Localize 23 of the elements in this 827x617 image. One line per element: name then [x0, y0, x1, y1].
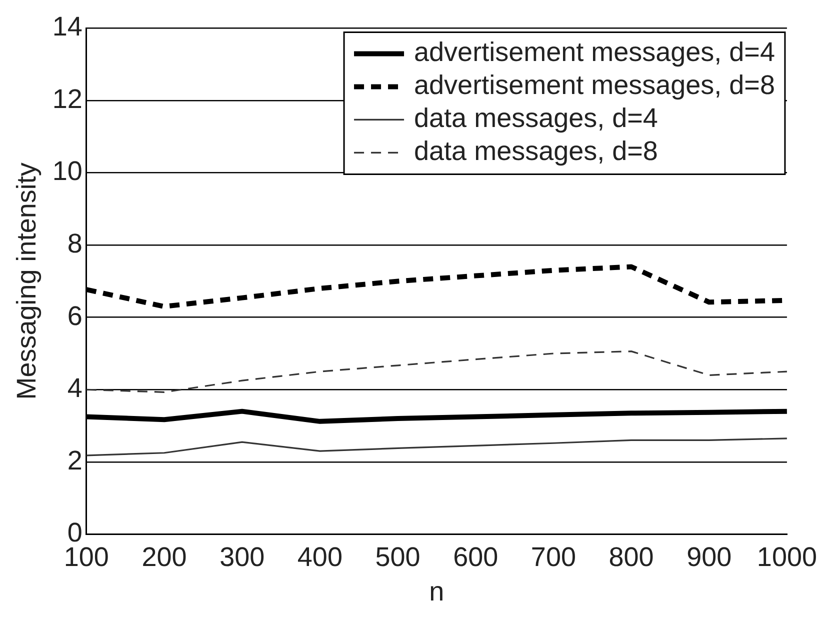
x-tick-label: 800 — [608, 542, 654, 572]
y-tick-label: 14 — [52, 12, 82, 42]
x-tick-label: 600 — [453, 542, 498, 572]
x-tick-label: 900 — [686, 542, 732, 572]
legend-label: advertisement messages, d=4 — [414, 37, 775, 68]
x-tick-label: 400 — [297, 542, 342, 572]
x-tick-label: 1000 — [756, 542, 818, 572]
y-tick-label: 4 — [67, 373, 82, 404]
y-axis-title: Messaging intensity — [12, 162, 42, 400]
x-tick-label: 200 — [142, 542, 187, 572]
y-tick-label: 10 — [52, 156, 82, 186]
y-tick-label: 6 — [67, 300, 82, 331]
legend-label: data messages, d=4 — [414, 103, 658, 134]
line-series — [86, 350, 787, 393]
x-axis-title: n — [429, 576, 444, 606]
y-tick-label: 2 — [67, 445, 82, 476]
legend-label: data messages, d=8 — [414, 136, 658, 166]
x-tick-label: 700 — [530, 542, 576, 572]
x-tick-label: 500 — [375, 542, 420, 572]
y-tick-label: 8 — [67, 228, 82, 259]
x-tick-label: 300 — [220, 542, 265, 572]
y-tick-label: 12 — [52, 84, 82, 114]
legend-label: advertisement messages, d=8 — [414, 70, 775, 100]
